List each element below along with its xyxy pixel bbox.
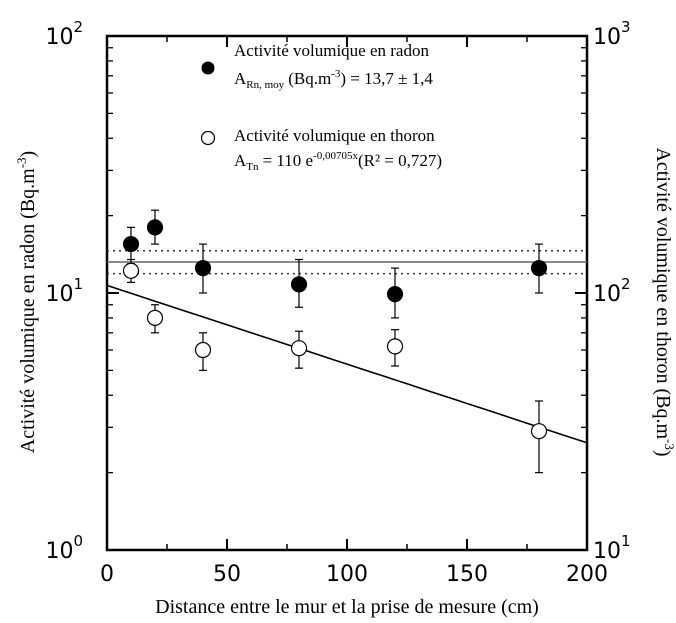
y-axis-label-right-main: Activité volumique en thoron (Bq.m — [652, 147, 674, 439]
thoron-exp-fit-line — [106, 284, 588, 444]
x-axis-ticks: 0 50 100 150 200 — [100, 36, 608, 587]
radon-point — [386, 286, 404, 303]
fit-lines — [106, 250, 588, 444]
legend-radon-eq-sup: -3 — [331, 68, 341, 80]
data-points — [122, 209, 548, 474]
radon-point — [290, 276, 308, 293]
right-tick-label: 101 — [593, 532, 631, 564]
right-tick-exponent: 2 — [621, 275, 631, 293]
left-tick-base: 10 — [45, 539, 73, 564]
left-tick-exponent: 2 — [73, 18, 83, 36]
right-tick-label: 103 — [593, 18, 631, 50]
x-tick-label: 0 — [100, 562, 114, 587]
y-axis-label-left: Activité volumique en radon (Bq.m-3) — [14, 151, 39, 453]
right-tick-exponent: 3 — [621, 18, 631, 36]
thoron-point — [530, 423, 548, 440]
legend-thoron-marker — [200, 130, 216, 146]
left-tick-base: 10 — [45, 282, 73, 307]
legend-radon-marker — [201, 61, 215, 75]
right-tick-base: 10 — [593, 25, 621, 50]
legend-radon-eq-sub: Rn, moy — [246, 79, 284, 91]
left-tick-label: 101 — [45, 275, 83, 307]
thoron-point — [146, 309, 164, 327]
y-axis-label-right-close: ) — [652, 450, 674, 457]
y-axis-label-right: Activité volumique en thoron (Bq.m-3) — [652, 147, 676, 456]
thoron-point — [194, 341, 212, 359]
legend-radon-eq-mid: (Bq.m — [288, 69, 331, 88]
plot-frame — [105, 34, 589, 552]
thoron-point — [386, 338, 404, 355]
thoron-point — [122, 262, 140, 279]
left-tick-exponent: 0 — [73, 532, 83, 550]
x-tick-label: 200 — [566, 562, 608, 587]
legend-thoron-eq-sup: -0,00705x — [313, 150, 358, 162]
radon-point — [146, 219, 164, 236]
left-tick-exponent: 1 — [73, 275, 83, 293]
legend-thoron-title: Activité volumique en thoron — [234, 126, 435, 145]
legend-thoron-eq-sub: Tn — [246, 161, 259, 173]
legend-radon-eq-a: A — [234, 69, 247, 88]
left-tick-base: 10 — [45, 25, 73, 50]
legend-radon-eq-end: ) = 13,7 ± 1,4 — [340, 69, 433, 88]
y-axis-label-left-main: Activité volumique en radon (Bq.m — [17, 168, 39, 453]
legend-thoron-equation: ATn = 110 e-0,00705x(R² = 0,727) — [234, 150, 442, 173]
radon-point — [530, 259, 548, 277]
x-axis-label: Distance entre le mur et la prise de mes… — [155, 596, 539, 618]
left-tick-label: 102 — [45, 18, 83, 50]
radon-point — [122, 235, 140, 253]
x-tick-label: 100 — [326, 562, 368, 587]
legend-thoron-eq-a: A — [234, 151, 247, 170]
y-axis-label-left-sup: -3 — [14, 157, 29, 168]
radon-point — [194, 259, 212, 277]
right-tick-base: 10 — [593, 282, 621, 307]
x-tick-label: 150 — [446, 562, 488, 587]
legend-radon-title: Activité volumique en radon — [234, 41, 429, 60]
legend-thoron-eq-end: (R² = 0,727) — [358, 151, 442, 170]
left-tick-label: 100 — [45, 532, 83, 564]
y-axis-label-right-sup: -3 — [662, 439, 676, 450]
right-tick-base: 10 — [593, 539, 621, 564]
right-tick-label: 102 — [593, 275, 631, 307]
thoron-point — [290, 340, 308, 357]
legend: Activité volumique en radon ARn, moy (Bq.… — [200, 41, 442, 173]
legend-thoron-eq-mid: = 110 e — [263, 151, 314, 170]
x-tick-label: 50 — [213, 562, 241, 587]
right-tick-exponent: 1 — [621, 532, 631, 550]
legend-radon-equation: ARn, moy (Bq.m-3) = 13,7 ± 1,4 — [234, 68, 433, 91]
y-axis-label-left-close: ) — [17, 151, 39, 158]
